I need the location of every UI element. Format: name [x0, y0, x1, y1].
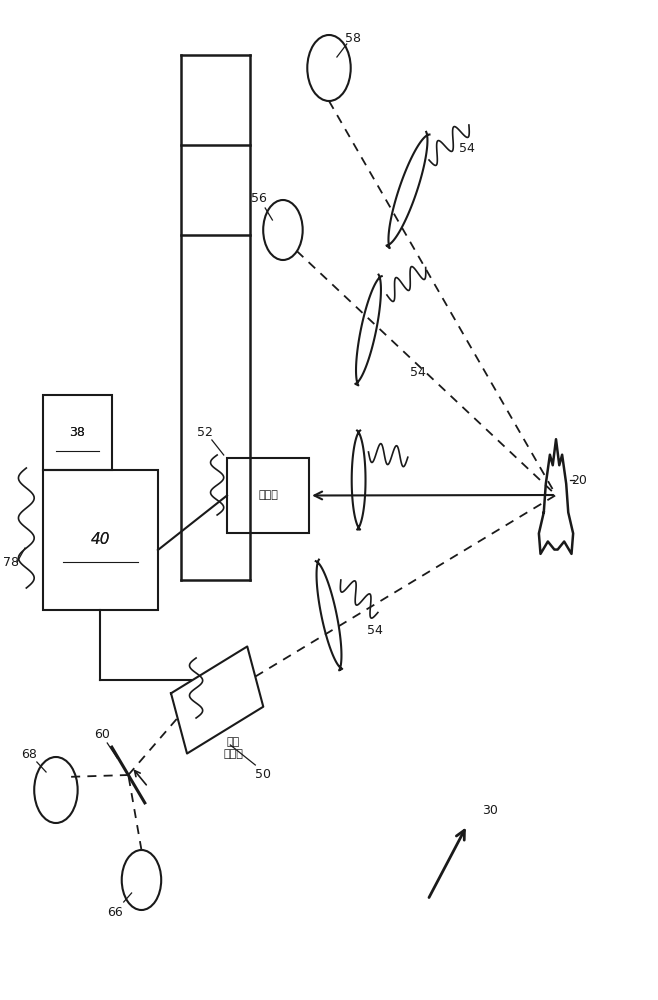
Text: 38: 38: [69, 426, 86, 439]
Text: 检测器: 检测器: [258, 490, 278, 500]
Text: 56: 56: [251, 192, 266, 205]
Text: 20: 20: [571, 474, 587, 487]
Text: 78: 78: [3, 556, 18, 568]
Text: 30: 30: [482, 804, 498, 816]
Bar: [227, 458, 309, 533]
Text: 50: 50: [255, 768, 271, 782]
Text: 52: 52: [197, 426, 213, 438]
Bar: [43, 470, 158, 610]
Text: 66: 66: [107, 906, 123, 918]
Text: 54: 54: [367, 624, 383, 637]
Text: 条纹
生成器: 条纹 生成器: [224, 737, 243, 759]
Text: 54: 54: [410, 365, 426, 378]
Text: 68: 68: [21, 748, 37, 762]
Text: 38: 38: [69, 426, 86, 439]
Text: 58: 58: [345, 31, 361, 44]
Bar: [43, 395, 112, 470]
Text: 40: 40: [91, 532, 110, 548]
Text: 40: 40: [91, 532, 110, 548]
Text: 54: 54: [459, 141, 475, 154]
Text: 60: 60: [94, 728, 110, 742]
